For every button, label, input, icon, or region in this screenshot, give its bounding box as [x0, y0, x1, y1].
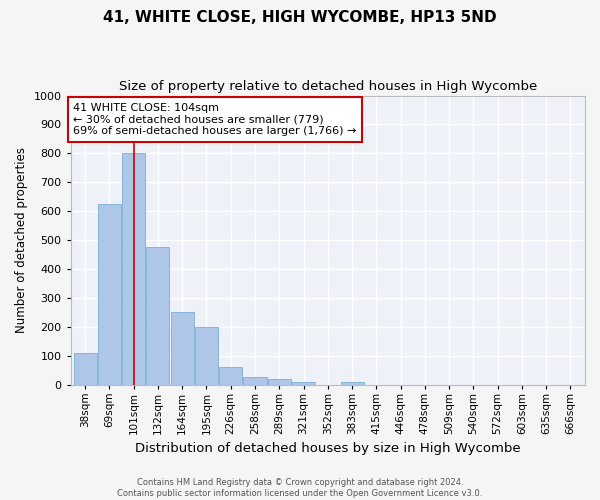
Title: Size of property relative to detached houses in High Wycombe: Size of property relative to detached ho…: [119, 80, 537, 93]
X-axis label: Distribution of detached houses by size in High Wycombe: Distribution of detached houses by size …: [135, 442, 521, 455]
Text: 41 WHITE CLOSE: 104sqm
← 30% of detached houses are smaller (779)
69% of semi-de: 41 WHITE CLOSE: 104sqm ← 30% of detached…: [73, 103, 356, 136]
Text: 41, WHITE CLOSE, HIGH WYCOMBE, HP13 5ND: 41, WHITE CLOSE, HIGH WYCOMBE, HP13 5ND: [103, 10, 497, 25]
Bar: [98, 204, 121, 384]
Bar: [292, 382, 315, 384]
Bar: [341, 382, 364, 384]
Bar: [74, 353, 97, 384]
Bar: [170, 312, 194, 384]
Bar: [244, 378, 266, 384]
Bar: [268, 380, 291, 384]
Y-axis label: Number of detached properties: Number of detached properties: [15, 147, 28, 333]
Bar: [195, 327, 218, 384]
Bar: [146, 248, 169, 384]
Text: Contains HM Land Registry data © Crown copyright and database right 2024.
Contai: Contains HM Land Registry data © Crown c…: [118, 478, 482, 498]
Bar: [122, 154, 145, 384]
Bar: [219, 366, 242, 384]
